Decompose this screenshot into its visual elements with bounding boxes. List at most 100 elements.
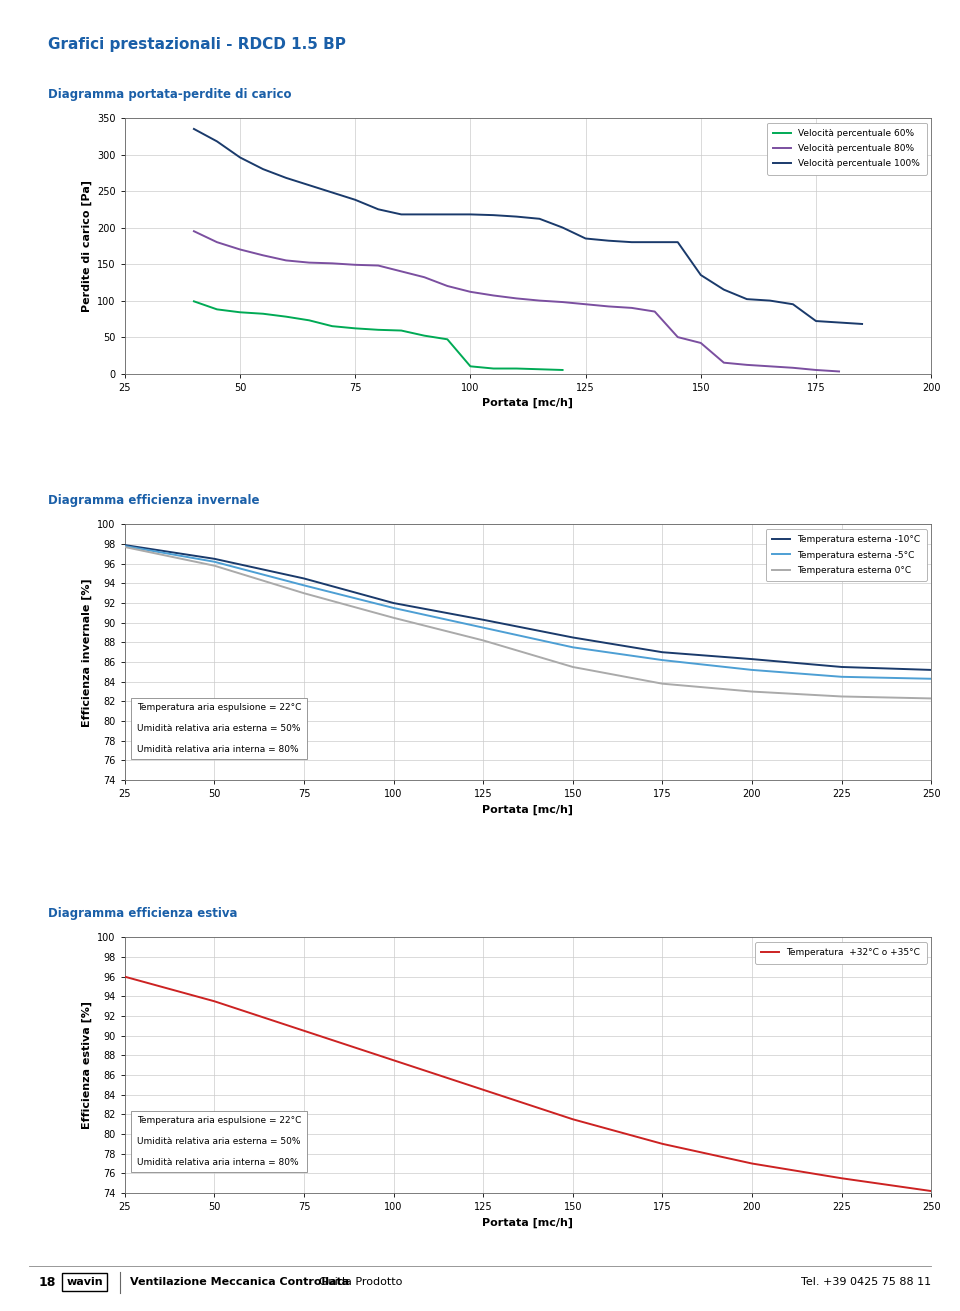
Text: Ventilazione Meccanica Controllata: Ventilazione Meccanica Controllata (130, 1277, 352, 1287)
Temperatura  +32°C o +35°C (567, 1112, 579, 1127)
Temperatura  +32°C o +35°C (299, 1023, 310, 1038)
Line: Temperatura esterna -5°C: Temperatura esterna -5°C (125, 545, 931, 679)
Velocità percentuale 100% (557, 220, 568, 236)
Velocità percentuale 100% (695, 267, 707, 283)
Temperatura esterna 0°C (925, 691, 937, 707)
Velocità percentuale 60% (280, 309, 292, 325)
Temperatura esterna -10°C (388, 595, 399, 611)
Temperatura esterna -10°C (477, 612, 489, 628)
Temperatura esterna 0°C (657, 676, 668, 692)
Text: Diagramma efficienza invernale: Diagramma efficienza invernale (48, 494, 259, 507)
Text: Tel. +39 0425 75 88 11: Tel. +39 0425 75 88 11 (801, 1277, 931, 1287)
Temperatura esterna -5°C (388, 600, 399, 616)
Velocità percentuale 60% (419, 328, 430, 343)
Velocità percentuale 100% (419, 207, 430, 223)
Velocità percentuale 100% (442, 207, 453, 223)
Velocità percentuale 100% (188, 121, 200, 136)
Velocità percentuale 80% (764, 358, 776, 374)
Text: Diagramma portata-perdite di carico: Diagramma portata-perdite di carico (48, 88, 292, 101)
Velocità percentuale 80% (695, 336, 707, 351)
Temperatura esterna 0°C (388, 610, 399, 625)
Temperatura esterna -5°C (925, 671, 937, 687)
Velocità percentuale 60% (303, 312, 315, 328)
Velocità percentuale 100% (372, 202, 384, 218)
Text: 18: 18 (38, 1276, 56, 1289)
Velocità percentuale 80% (833, 363, 845, 379)
Velocità percentuale 100% (718, 282, 730, 298)
Temperatura esterna -5°C (657, 652, 668, 667)
Temperatura esterna -10°C (746, 652, 757, 667)
Velocità percentuale 100% (488, 207, 499, 223)
Velocità percentuale 80% (442, 278, 453, 294)
Y-axis label: Efficienza estiva [%]: Efficienza estiva [%] (82, 1002, 92, 1129)
Velocità percentuale 60% (372, 323, 384, 338)
Velocità percentuale 80% (280, 253, 292, 269)
Text: Temperatura aria espulsione = 22°C

Umidità relativa aria esterna = 50%

Umidità: Temperatura aria espulsione = 22°C Umidi… (137, 703, 301, 754)
Text: Diagramma efficienza estiva: Diagramma efficienza estiva (48, 907, 237, 920)
Temperatura esterna 0°C (836, 688, 848, 704)
Velocità percentuale 100% (396, 207, 407, 223)
Velocità percentuale 100% (787, 296, 799, 312)
Velocità percentuale 80% (603, 299, 614, 315)
Velocità percentuale 60% (442, 332, 453, 347)
Line: Temperatura esterna 0°C: Temperatura esterna 0°C (125, 547, 931, 699)
Velocità percentuale 100% (349, 191, 361, 207)
Temperatura  +32°C o +35°C (119, 969, 131, 985)
Temperatura  +32°C o +35°C (836, 1171, 848, 1186)
Temperatura esterna -10°C (567, 629, 579, 645)
Line: Velocità percentuale 80%: Velocità percentuale 80% (194, 231, 839, 371)
Velocità percentuale 80% (580, 296, 591, 312)
Velocità percentuale 80% (349, 257, 361, 273)
Velocità percentuale 60% (511, 361, 522, 376)
Velocità percentuale 80% (534, 292, 545, 308)
X-axis label: Portata [mc/h]: Portata [mc/h] (483, 805, 573, 815)
Velocità percentuale 80% (211, 235, 223, 250)
Velocità percentuale 100% (856, 316, 868, 332)
X-axis label: Portata [mc/h]: Portata [mc/h] (483, 399, 573, 409)
Temperatura esterna -10°C (657, 644, 668, 659)
Velocità percentuale 80% (718, 355, 730, 371)
Velocità percentuale 80% (303, 254, 315, 270)
Velocità percentuale 80% (557, 294, 568, 309)
Velocità percentuale 80% (741, 357, 753, 372)
Velocità percentuale 60% (557, 362, 568, 378)
Velocità percentuale 80% (257, 248, 269, 264)
Velocità percentuale 80% (787, 361, 799, 376)
Velocità percentuale 80% (326, 256, 338, 271)
Velocità percentuale 80% (626, 300, 637, 316)
Temperatura  +32°C o +35°C (746, 1156, 757, 1172)
Velocità percentuale 80% (810, 362, 822, 378)
Legend: Temperatura  +32°C o +35°C: Temperatura +32°C o +35°C (755, 941, 926, 964)
Temperatura esterna -10°C (836, 659, 848, 675)
Velocità percentuale 60% (534, 362, 545, 378)
Temperatura esterna -5°C (208, 553, 220, 569)
Temperatura esterna -5°C (567, 640, 579, 656)
Velocità percentuale 100% (626, 235, 637, 250)
Velocità percentuale 100% (603, 233, 614, 249)
Temperatura esterna -5°C (836, 669, 848, 684)
Velocità percentuale 60% (211, 302, 223, 317)
Velocità percentuale 100% (580, 231, 591, 246)
Velocità percentuale 100% (764, 292, 776, 308)
Temperatura esterna 0°C (299, 585, 310, 600)
Temperatura esterna 0°C (119, 539, 131, 555)
Velocità percentuale 60% (234, 304, 246, 320)
Velocità percentuale 80% (372, 258, 384, 274)
Temperatura esterna -5°C (299, 577, 310, 593)
Velocità percentuale 100% (833, 315, 845, 330)
Temperatura  +32°C o +35°C (657, 1135, 668, 1152)
Velocità percentuale 80% (419, 269, 430, 284)
Temperatura esterna 0°C (746, 684, 757, 700)
Temperatura esterna 0°C (208, 558, 220, 574)
Velocità percentuale 80% (465, 284, 476, 300)
Velocità percentuale 60% (465, 358, 476, 374)
Velocità percentuale 80% (649, 304, 660, 320)
Y-axis label: Perdite di carico [Pa]: Perdite di carico [Pa] (82, 180, 91, 312)
Velocità percentuale 80% (188, 223, 200, 239)
Temperatura esterna -5°C (119, 538, 131, 553)
Velocità percentuale 100% (511, 208, 522, 224)
Velocità percentuale 100% (211, 134, 223, 149)
Velocità percentuale 80% (511, 291, 522, 307)
Velocità percentuale 100% (234, 149, 246, 165)
Temperatura esterna -10°C (119, 538, 131, 553)
